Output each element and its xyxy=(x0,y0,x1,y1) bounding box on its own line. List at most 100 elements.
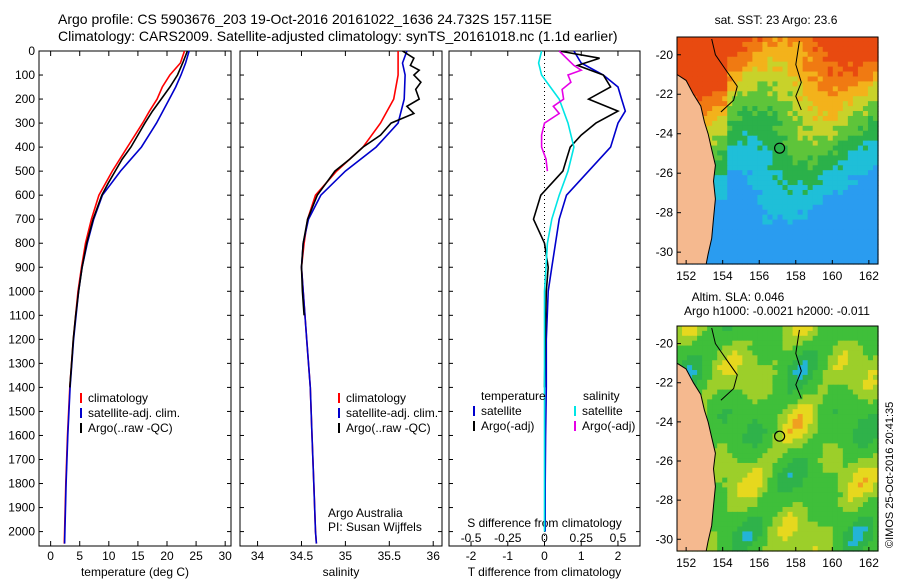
sla_map-cell xyxy=(862,467,869,474)
sla_map-cell xyxy=(787,428,794,435)
sla_map-cell xyxy=(752,428,759,435)
sst_map-cell xyxy=(837,234,844,240)
sst_map-cell xyxy=(747,120,753,127)
sst_map-cell xyxy=(712,229,718,235)
sla_map-cell xyxy=(862,423,869,430)
sst_map-cell xyxy=(757,96,764,102)
sla_map-cell xyxy=(817,477,824,484)
sst_map-cell xyxy=(787,165,794,171)
sst_map-cell xyxy=(742,175,748,181)
sla_map-cell xyxy=(737,477,743,484)
sst_map-cell xyxy=(802,135,809,142)
sst_map-cell xyxy=(802,86,809,92)
sst_map-cell xyxy=(767,106,774,112)
sla_map-cell xyxy=(862,360,869,366)
sst_map-cell xyxy=(757,81,764,87)
sla_map-cell xyxy=(807,482,814,489)
sla_map-cell xyxy=(717,389,723,396)
sla_map-cell xyxy=(727,492,733,498)
sla_map-cell xyxy=(797,355,804,361)
sla_map-cell xyxy=(737,409,743,415)
sla_map-cell xyxy=(742,379,748,386)
sla_map-cell xyxy=(742,546,748,552)
sst_map-cell xyxy=(747,165,753,171)
sst_map-cell xyxy=(867,244,874,250)
sla_map-cell xyxy=(762,472,769,479)
sla_map-cell xyxy=(762,453,769,459)
sla_map-cell xyxy=(862,526,869,533)
sla_map-cell xyxy=(872,453,879,459)
sla_map-cell xyxy=(747,477,753,484)
sst_map-cell xyxy=(872,120,879,127)
sla_map-cell xyxy=(777,345,784,352)
sla_map-cell xyxy=(862,458,869,464)
sla_map-cell xyxy=(717,433,723,440)
sst_map-cell xyxy=(807,140,814,147)
sla_map-cell xyxy=(832,428,839,435)
sla_map-cell xyxy=(872,389,879,396)
sst_map-cell xyxy=(797,219,804,226)
sst_map-cell xyxy=(872,66,879,73)
sla_map-cell xyxy=(852,531,859,537)
sst_map-cell xyxy=(812,37,819,43)
sla_map-cell xyxy=(787,531,794,537)
sst_map-cell xyxy=(762,145,769,152)
sst_map-cell xyxy=(802,37,809,43)
sst_map-cell xyxy=(802,76,809,83)
sst_map-cell xyxy=(727,130,733,137)
sla_map-cell xyxy=(812,467,819,474)
sst_map-cell xyxy=(872,239,879,245)
sla_map-cell xyxy=(872,433,879,440)
sla_map-cell xyxy=(822,360,829,366)
sst_map-cell xyxy=(727,76,733,83)
sst_map-cell xyxy=(872,224,879,231)
sla_map-cell xyxy=(787,541,794,547)
sst_map-cell xyxy=(862,249,869,255)
sst_map-cell xyxy=(797,254,804,260)
sst_map-cell xyxy=(852,175,859,181)
sst_map-cell xyxy=(772,91,779,97)
sst_map-cell xyxy=(797,56,804,63)
sla_map-ytick-label: -30 xyxy=(656,532,674,546)
sst_map-cell xyxy=(722,120,728,127)
sla_map-cell xyxy=(792,516,799,523)
sst_map-cell xyxy=(717,155,723,161)
sst_map-cell xyxy=(817,214,824,221)
sst_map-cell xyxy=(867,61,874,68)
sla_map-cell xyxy=(777,502,784,508)
sla_map-cell xyxy=(712,531,718,537)
sla_map-cell xyxy=(782,389,789,396)
sla_map-cell xyxy=(827,458,834,464)
sla_map-cell xyxy=(837,472,844,479)
sla_map-cell xyxy=(792,506,799,513)
sst_map-cell xyxy=(832,135,839,142)
sst_map-cell xyxy=(792,111,799,117)
sla_map-cell xyxy=(722,487,728,493)
sla_map-cell xyxy=(792,433,799,440)
sla_map-cell xyxy=(732,458,738,464)
sst_map-cell xyxy=(807,56,814,63)
sst_map-cell xyxy=(792,180,799,186)
sla_map-cell xyxy=(787,374,794,381)
sst_map-cell xyxy=(772,175,779,181)
sla_map-cell xyxy=(812,536,819,542)
sst_map-cell xyxy=(732,66,738,73)
sla_map-cell xyxy=(827,462,834,469)
sst_map-cell xyxy=(772,51,779,58)
sst_map-cell xyxy=(852,199,859,206)
sst_map-cell xyxy=(757,140,764,147)
sla_map-cell xyxy=(862,355,869,361)
sla_map-cell xyxy=(757,355,764,361)
sla_map-cell xyxy=(857,453,864,459)
differences-series-temperature-argo-adj- xyxy=(532,50,620,388)
sla_map-cell xyxy=(722,482,728,489)
sla_map-cell xyxy=(802,428,809,435)
sst_map-cell xyxy=(752,91,759,97)
sst_map-cell xyxy=(782,81,789,87)
sst_map-cell xyxy=(722,194,728,201)
sst_map-cell xyxy=(727,51,733,58)
sla_map-cell xyxy=(857,516,864,523)
sst_map-cell xyxy=(822,145,829,152)
sla_map-cell xyxy=(767,541,774,547)
sla_map-cell xyxy=(782,409,789,415)
